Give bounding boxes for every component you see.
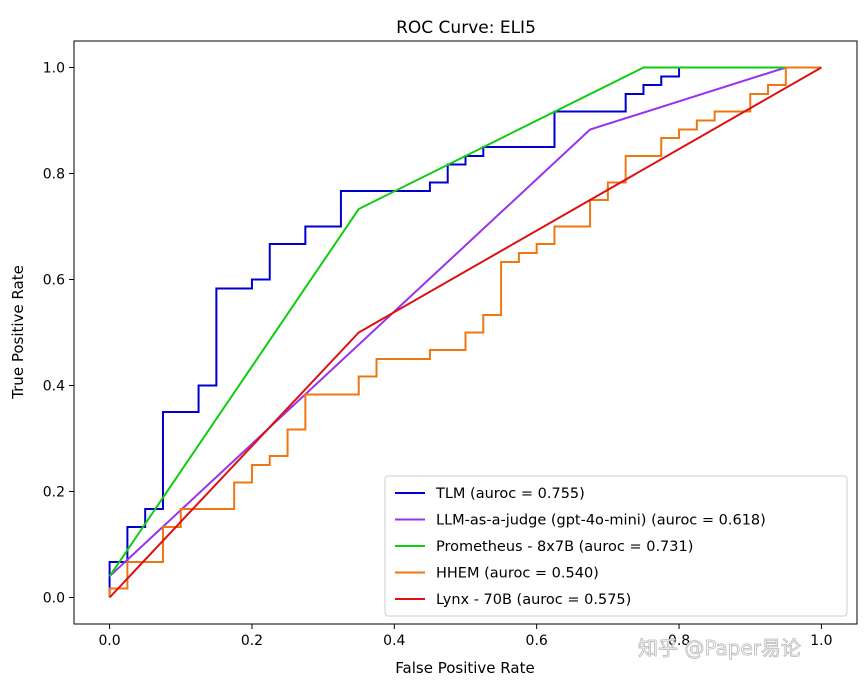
legend: TLM (auroc = 0.755) LLM-as-a-judge (gpt-4… <box>384 475 848 617</box>
legend-label-3: Prometheus - 8x7B (auroc = 0.731) <box>436 539 693 555</box>
plot-area <box>73 40 858 625</box>
x-tick-label: 0.0 <box>98 633 120 649</box>
legend-label-1: TLM (auroc = 0.755) <box>435 486 585 502</box>
x-tick-label: 0.4 <box>383 633 405 649</box>
plot-frame <box>73 40 858 625</box>
y-tick-label: 0.0 <box>43 591 65 607</box>
x-tick-label: 1.0 <box>810 633 832 649</box>
y-tick-label: 0.8 <box>43 167 65 183</box>
legend-box <box>384 475 848 617</box>
x-axis-label: False Positive Rate <box>395 659 534 677</box>
legend-label-2: LLM-as-a-judge (gpt-4o-mini) (auroc = 0.… <box>436 513 766 529</box>
y-tick-label: 0.6 <box>43 273 65 289</box>
chart-title: ROC Curve: ELI5 <box>396 18 536 38</box>
series-line-5 <box>108 66 822 599</box>
x-tick-label: 0.8 <box>668 633 690 649</box>
y-tick-label: 1.0 <box>43 61 65 77</box>
y-axis-label: True Positive Rate <box>9 265 27 400</box>
x-tick-label: 0.2 <box>241 633 263 649</box>
x-tick-label: 0.6 <box>526 633 548 649</box>
y-tick-label: 0.2 <box>43 485 65 501</box>
series-line-3 <box>108 66 822 577</box>
series-line-4 <box>108 66 822 598</box>
series-lines <box>108 66 822 599</box>
axis-ticks: 0.0 0.2 0.4 0.6 0.8 1.0 0.0 0.2 0.4 0.6 0.8 1.0 <box>43 61 833 650</box>
legend-label-4: HHEM (auroc = 0.540) <box>436 566 599 582</box>
legend-label-5: Lynx - 70B (auroc = 0.575) <box>436 592 631 608</box>
y-tick-label: 0.4 <box>43 379 65 395</box>
series-line-1 <box>108 66 822 598</box>
watermark: 知乎 @Paper易论 <box>638 636 801 660</box>
